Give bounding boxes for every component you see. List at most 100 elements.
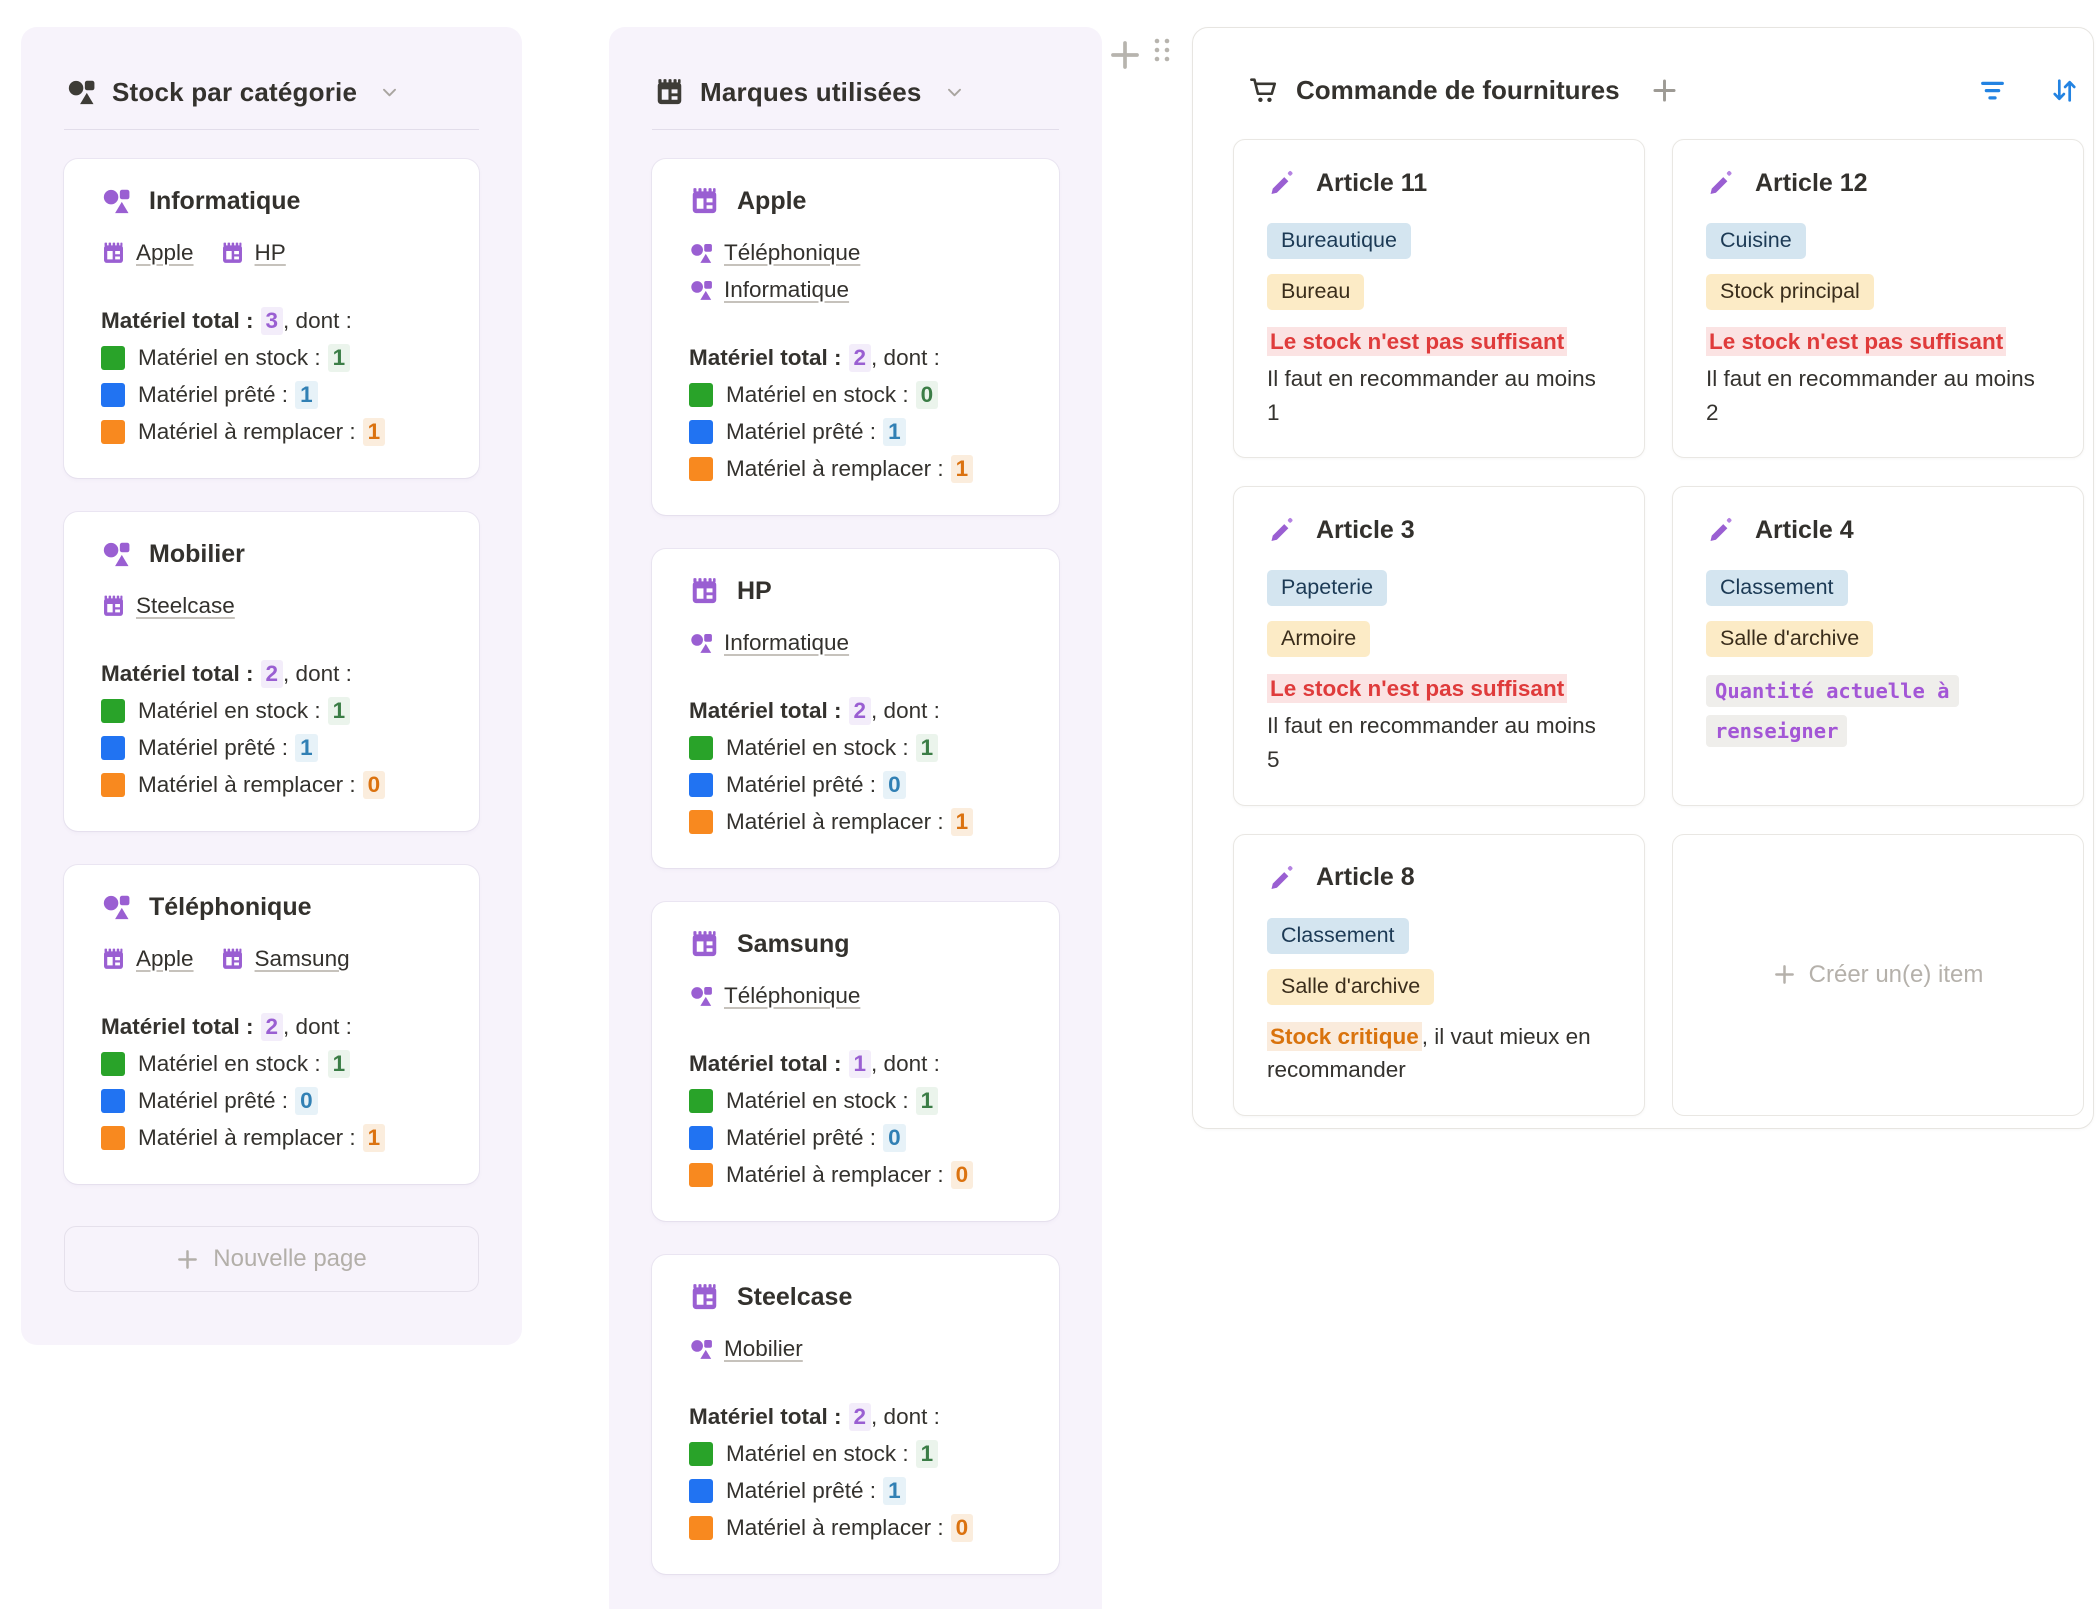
order-card-article-8[interactable]: Article 8 Classement Salle d'archive Sto… — [1233, 833, 1645, 1116]
stats-block: Matériel total :2, dont : Matériel en st… — [101, 655, 442, 803]
shapes-icon — [103, 189, 130, 214]
quantity-note: Quantité actuelle à renseigner — [1706, 672, 2050, 752]
relation-link-hp[interactable]: HP — [220, 240, 286, 266]
create-item-button[interactable]: Créer un(e) item — [1672, 833, 2084, 1116]
in-stock-count: 1 — [327, 696, 351, 725]
filter-button[interactable] — [1978, 78, 2007, 103]
replace-count: 0 — [950, 1513, 974, 1542]
drag-handle[interactable] — [1152, 36, 1172, 69]
blue-swatch — [101, 1088, 125, 1113]
green-swatch — [689, 1441, 713, 1466]
gallery-card-mobilier[interactable]: Mobilier Steelcase Matériel total :2, do… — [64, 512, 479, 831]
table-icon — [692, 931, 717, 957]
card-title: Article 4 — [1755, 515, 1854, 544]
orders-card-grid: Article 11 Bureautique Bureau Le stock n… — [1233, 139, 2084, 1116]
replace-count: 1 — [362, 417, 386, 446]
shapes-icon — [68, 80, 95, 105]
loaned-count: 0 — [883, 770, 906, 799]
chevron-down-icon — [383, 88, 397, 97]
relation-link-steelcase[interactable]: Steelcase — [101, 593, 235, 619]
relation-link-apple[interactable]: Apple — [101, 946, 194, 972]
card-title: Article 12 — [1755, 168, 1868, 197]
relation-link-informatique[interactable]: Informatique — [689, 277, 1022, 303]
view-title: Commande de fournitures — [1296, 75, 1620, 105]
total-count: 2 — [848, 1402, 872, 1431]
blue-swatch — [689, 1125, 713, 1150]
table-icon — [692, 188, 717, 214]
blue-swatch — [689, 772, 713, 797]
relation-link-apple[interactable]: Apple — [101, 240, 194, 266]
category-tag: Cuisine — [1706, 223, 1806, 259]
blue-swatch — [101, 382, 125, 407]
chevron-down-icon — [947, 88, 961, 97]
relation-link-samsung[interactable]: Samsung — [220, 946, 350, 972]
pencil-icon — [1271, 864, 1294, 889]
pencil-icon — [1710, 517, 1733, 542]
gallery-card-samsung[interactable]: Samsung Téléphonique Matériel total :1, … — [652, 902, 1059, 1221]
location-tag: Salle d'archive — [1267, 968, 1435, 1005]
table-icon — [692, 578, 717, 604]
green-swatch — [101, 1051, 125, 1076]
panel-marques-utilisees: Marques utilisées Apple Téléphonique — [609, 27, 1102, 1609]
location-tag: Bureau — [1267, 274, 1365, 310]
gallery-card-hp[interactable]: HP Informatique Matériel total :2, dont … — [652, 549, 1059, 868]
order-card-article-3[interactable]: Article 3 Papeterie Armoire Le stock n'e… — [1233, 486, 1645, 806]
replace-count: 0 — [950, 1160, 974, 1189]
stats-block: Matériel total :2, dont : Matériel en st… — [689, 1398, 1022, 1546]
orange-swatch — [689, 456, 713, 481]
total-count: 3 — [260, 306, 284, 335]
table-icon — [104, 595, 123, 616]
gallery-card-steelcase[interactable]: Steelcase Mobilier Matériel total :2, do… — [652, 1255, 1059, 1574]
shapes-icon — [691, 243, 712, 263]
card-title: Article 11 — [1316, 168, 1428, 197]
card-title: Article 3 — [1316, 515, 1415, 544]
relation-link-mobilier[interactable]: Mobilier — [689, 1336, 1022, 1362]
green-swatch — [101, 698, 125, 723]
shapes-icon — [691, 986, 712, 1006]
add-item-plus-icon[interactable] — [1651, 77, 1678, 104]
new-page-button[interactable]: Nouvelle page — [64, 1226, 479, 1292]
in-stock-count: 1 — [327, 1049, 351, 1078]
card-title: Mobilier — [149, 540, 245, 568]
shapes-icon — [103, 895, 130, 920]
gallery-card-apple[interactable]: Apple Téléphonique Informatique Matériel… — [652, 159, 1059, 515]
add-block-button[interactable] — [1108, 38, 1142, 77]
loaned-count: 1 — [883, 417, 906, 446]
total-count: 2 — [848, 343, 872, 372]
relation-link-informatique[interactable]: Informatique — [689, 630, 1022, 656]
orders-header: Commande de fournitures — [1193, 28, 2093, 106]
category-tag: Bureautique — [1267, 223, 1411, 259]
linked-view-header-stock[interactable]: Stock par catégorie — [21, 27, 522, 108]
card-title: Steelcase — [737, 1283, 853, 1311]
loaned-count: 0 — [883, 1123, 906, 1152]
filter-icon — [1981, 81, 2004, 100]
orange-swatch — [101, 772, 125, 797]
gallery-card-informatique[interactable]: Informatique Apple HP Matériel total :3,… — [64, 159, 479, 478]
view-title: Marques utilisées — [700, 77, 922, 107]
table-icon — [692, 1284, 717, 1310]
gallery-card-list: Informatique Apple HP Matériel total :3,… — [21, 130, 522, 1184]
loaned-count: 1 — [295, 380, 318, 409]
order-card-article-12[interactable]: Article 12 Cuisine Stock principal Le st… — [1672, 139, 2084, 459]
in-stock-count: 1 — [915, 733, 939, 762]
gallery-card-list: Apple Téléphonique Informatique Matériel… — [609, 130, 1102, 1574]
header-divider — [64, 129, 479, 130]
pencil-icon — [1710, 170, 1733, 194]
stats-block: Matériel total :2, dont : Matériel en st… — [689, 692, 1022, 840]
orange-swatch — [689, 809, 713, 834]
table-icon — [657, 79, 682, 105]
order-card-article-4[interactable]: Article 4 Classement Salle d'archive Qua… — [1672, 486, 2084, 806]
in-stock-count: 1 — [915, 1439, 939, 1468]
order-card-article-11[interactable]: Article 11 Bureautique Bureau Le stock n… — [1233, 139, 1645, 459]
sort-button[interactable] — [2050, 77, 2079, 104]
card-title: Téléphonique — [149, 893, 312, 921]
green-swatch — [689, 382, 713, 407]
relation-link-telephonique[interactable]: Téléphonique — [689, 983, 1022, 1009]
reorder-detail: Il faut en recommander au moins 5 — [1267, 713, 1596, 772]
table-icon — [222, 948, 242, 969]
loaned-count: 1 — [883, 1476, 906, 1505]
linked-view-header-marques[interactable]: Marques utilisées — [609, 27, 1102, 108]
relation-link-telephonique[interactable]: Téléphonique — [689, 240, 1022, 266]
table-icon — [222, 242, 242, 263]
gallery-card-telephonique[interactable]: Téléphonique Apple Samsung Matériel tota… — [64, 865, 479, 1184]
